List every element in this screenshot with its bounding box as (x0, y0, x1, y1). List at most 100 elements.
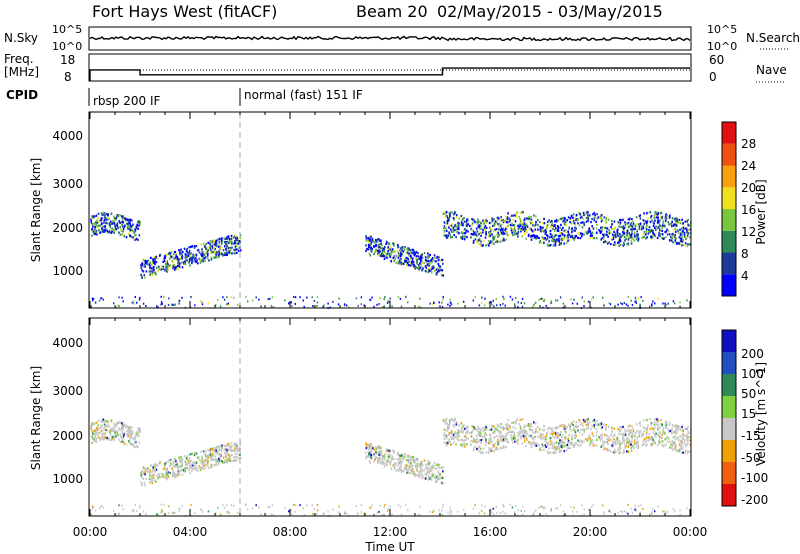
power-echo-cell (641, 225, 643, 228)
power-echo-cell (618, 241, 620, 244)
power-echo-cell (548, 244, 551, 247)
power-echo-cell (172, 254, 175, 258)
power-echo-cell (206, 255, 209, 258)
velocity-echo-cell (168, 472, 170, 475)
velocity-echo-cell (628, 439, 630, 442)
velocity-echo-cell (370, 443, 372, 446)
power-echo-cell (496, 304, 498, 307)
velocity-echo-cell (404, 453, 406, 456)
power-echo-cell (470, 236, 472, 239)
power-echo-cell (434, 272, 437, 275)
velocity-echo-cell (592, 504, 594, 507)
power-echo-cell (585, 216, 588, 219)
velocity-echo-cell (457, 435, 460, 438)
power-echo-cell (662, 302, 664, 305)
velocity-echo-cell (619, 451, 622, 454)
power-echo-cell (387, 242, 389, 245)
velocity-echo-cell (429, 461, 431, 464)
power-echo-cell (165, 265, 168, 268)
power-echo-cell (682, 226, 685, 229)
power-echo-cell (213, 246, 215, 250)
power-echo-cell (226, 237, 228, 241)
power-echo-cell (601, 229, 603, 232)
velocity-echo-cell (378, 446, 381, 449)
velocity-echo-cell (523, 429, 526, 433)
power-echo-cell (150, 272, 153, 275)
power-ytick-3000: 3000 (52, 177, 83, 191)
power-echo-cell (207, 241, 209, 244)
power-echo-cell (164, 264, 167, 267)
power-echo-cell (605, 226, 607, 230)
velocity-echo-cell (593, 426, 596, 429)
velocity-echo-cell (137, 446, 139, 449)
velocity-echo-cell (549, 428, 552, 431)
power-echo-cell (536, 235, 538, 238)
velocity-echo-cell (639, 424, 642, 427)
power-echo-cell (687, 218, 689, 222)
power-echo-cell (582, 217, 584, 220)
velocity-echo-cell (380, 451, 383, 454)
velocity-echo-cell (443, 437, 446, 440)
velocity-echo-cell (385, 448, 388, 451)
power-echo-cell (234, 235, 236, 238)
power-echo-cell (119, 226, 121, 229)
velocity-echo-cell (153, 463, 156, 466)
velocity-echo-cell (231, 459, 233, 462)
velocity-echo-cell (608, 509, 610, 512)
power-echo-cell (560, 223, 562, 226)
power-echo-cell (436, 256, 438, 259)
power-echo-cell (420, 263, 422, 266)
power-echo-cell (664, 302, 666, 305)
velocity-echo-cell (627, 429, 630, 432)
power-echo-cell (618, 225, 620, 228)
velocity-echo-cell (121, 428, 124, 431)
power-echo-cell (549, 221, 552, 224)
power-echo-cell (97, 217, 99, 220)
velocity-echo-cell (210, 459, 212, 462)
velocity-echo-cell (430, 466, 433, 469)
power-echo-cell (627, 243, 630, 246)
velocity-echo-cell (90, 429, 93, 432)
power-echo-cell (404, 259, 406, 262)
velocity-echo-cell (461, 430, 463, 433)
velocity-echo-cell (410, 468, 413, 471)
velocity-echo-cell (573, 429, 575, 432)
velocity-echo-cell (452, 434, 454, 438)
velocity-echo-cell (480, 439, 482, 442)
power-echo-cell (583, 224, 586, 227)
velocity-echo-cell (210, 448, 212, 451)
power-echo-cell (435, 260, 437, 263)
velocity-echo-cell (596, 420, 598, 423)
velocity-echo-cell (175, 464, 177, 467)
power-echo-cell (104, 229, 106, 232)
power-echo-cell (418, 263, 420, 267)
power-echo-cell (617, 241, 619, 245)
velocity-echo-cell (602, 445, 605, 448)
velocity-echo-cell (584, 437, 587, 440)
velocity-echo-cell (237, 447, 240, 450)
velocity-echo-cell (549, 432, 552, 435)
velocity-echo-cell (219, 455, 222, 458)
power-echo-cell (646, 236, 648, 239)
velocity-echo-cell (441, 466, 443, 469)
power-echo-cell (646, 220, 649, 223)
power-echo-cell (258, 298, 260, 301)
power-echo-cell (549, 229, 552, 232)
velocity-echo-cell (446, 441, 449, 444)
power-echo-cell (465, 229, 468, 232)
velocity-echo-cell (120, 435, 122, 438)
power-echo-cell (461, 219, 463, 222)
power-echo-cell (412, 257, 414, 260)
power-echo-cell (151, 262, 154, 265)
power-echo-cell (572, 219, 575, 222)
velocity-echo-cell (120, 422, 123, 425)
velocity-echo-cell (435, 476, 438, 479)
velocity-echo-cell (659, 436, 661, 439)
velocity-echo-cell (634, 508, 636, 511)
velocity-echo-cell (427, 478, 429, 481)
power-echo-cell (399, 247, 401, 250)
power-echo-cell (200, 253, 203, 256)
velocity-echo-cell (204, 459, 207, 462)
velocity-echo-cell (126, 429, 128, 432)
